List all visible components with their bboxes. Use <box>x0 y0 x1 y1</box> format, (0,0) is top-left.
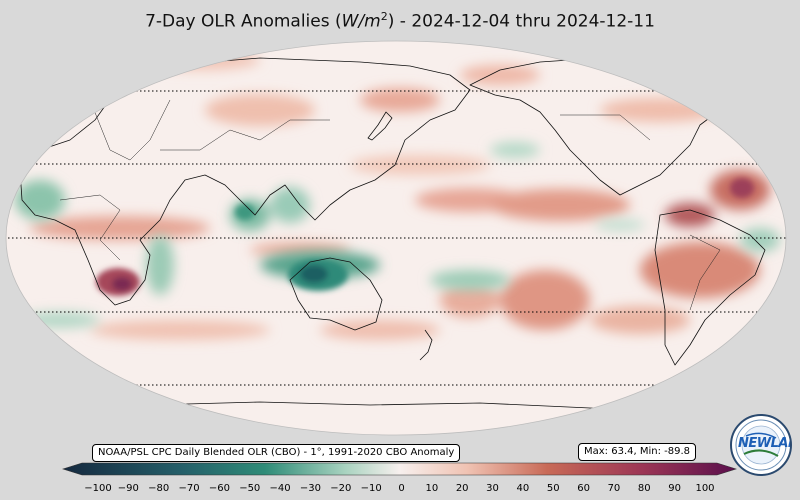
colorbar-tick-label: −70 <box>178 483 200 494</box>
colorbar-tick-label: 80 <box>637 483 651 494</box>
logo-graphic <box>735 419 787 471</box>
colorbar-tick-label: 10 <box>425 483 439 494</box>
positive-anomalies <box>30 50 770 340</box>
coast-south-america <box>654 209 766 366</box>
colorbar-tick-label: 40 <box>516 483 530 494</box>
colorbar-tick-label: −90 <box>117 483 139 494</box>
logo-text: NEWLAB <box>738 436 792 451</box>
coast-new-zealand <box>419 329 433 361</box>
colorbar-body <box>62 462 737 476</box>
colorbar-tick-label: −100 <box>84 483 112 494</box>
colorbar-tick-label: −30 <box>299 483 321 494</box>
colorbar-tick-label: −10 <box>360 483 382 494</box>
colorbar-tick-label: 70 <box>607 483 621 494</box>
globe-outline <box>5 40 787 436</box>
map-title: 7-Day OLR Anomalies (W/m2) - 2024-12-04 … <box>0 10 800 32</box>
colorbar-tick-label: −20 <box>330 483 352 494</box>
border-asia <box>160 119 330 151</box>
colorbar-tick-label: 20 <box>455 483 469 494</box>
colorbar-tick-label: 30 <box>486 483 499 494</box>
colorbar-tick-label: −60 <box>208 483 230 494</box>
newlab-logo: NEWLAB <box>730 414 792 476</box>
coast-eurasia-africa <box>19 57 471 306</box>
border-africa <box>59 194 121 261</box>
colorbar-tick-label: −40 <box>269 483 291 494</box>
colorbar-tick-labels: −100 −90 −80 −70 −60 −50 −40 −30 −20 −10 0 10 20 30 40… <box>0 483 800 497</box>
title-unit-exponent: 2 <box>380 10 388 23</box>
colorbar-tick-label: 90 <box>668 483 682 494</box>
border-canada-usa <box>560 114 651 141</box>
title-prefix: 7-Day OLR Anomalies ( <box>145 11 342 32</box>
colorbar-tick-label: 60 <box>577 483 590 494</box>
negative-anomaly-minimum <box>235 204 348 291</box>
coast-australia <box>289 257 383 331</box>
colorbar-tick-label: 0 <box>398 483 405 494</box>
colorbar-tick-label: −50 <box>239 483 261 494</box>
colorbar-tick-label: 50 <box>546 483 560 494</box>
colorbar-tick-label: −80 <box>148 483 170 494</box>
anomaly-field <box>15 46 780 340</box>
border-south-america <box>689 234 721 311</box>
border-europe <box>89 99 171 161</box>
colorbar-tick-label: 100 <box>695 483 715 494</box>
positive-anomaly-maxima <box>96 178 754 296</box>
max-min-stats: Max: 63.4, Min: -89.8 <box>578 443 697 461</box>
colorbar <box>62 462 737 476</box>
coast-japan <box>367 111 393 141</box>
title-suffix: ) - 2024-12-04 thru 2024-12-11 <box>387 11 655 32</box>
title-unit: W/m <box>341 11 381 32</box>
data-source-label: NOAA/PSL CPC Daily Blended OLR (CBO) - 1… <box>92 444 461 462</box>
country-borders <box>59 99 721 311</box>
